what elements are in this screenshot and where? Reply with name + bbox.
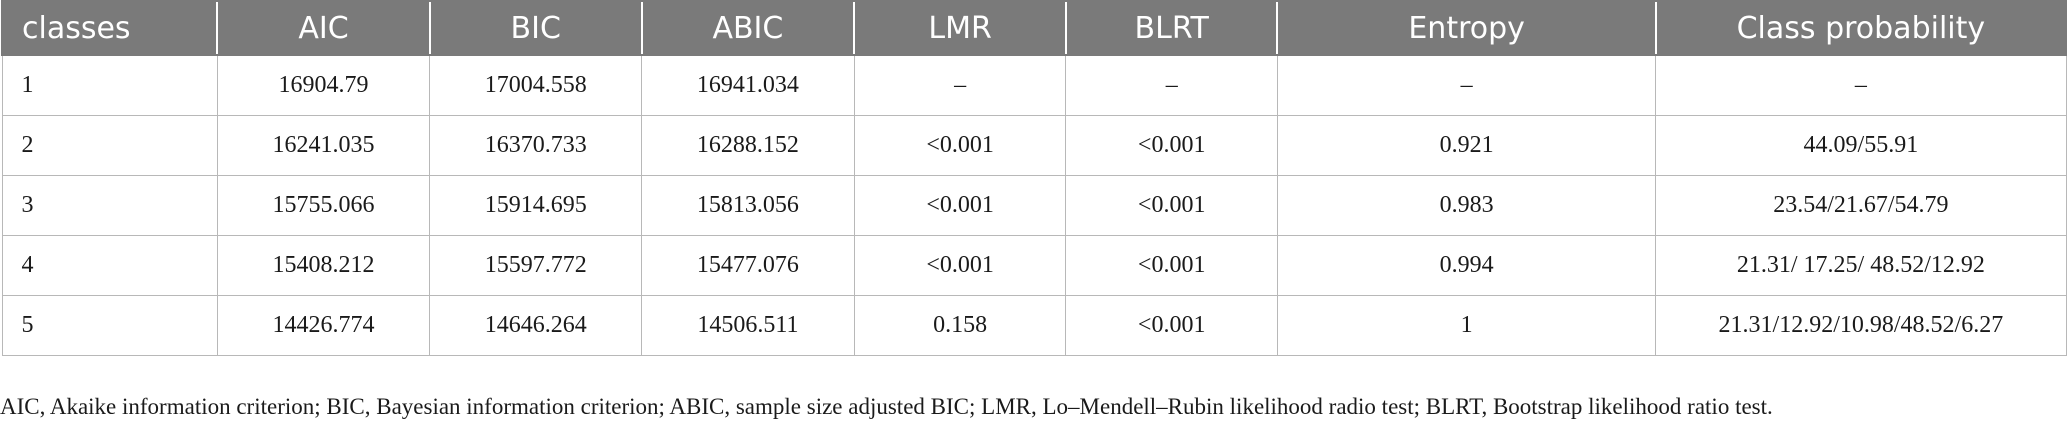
cell-abic: 16941.034 xyxy=(641,54,855,116)
table-row: 2 16241.035 16370.733 16288.152 <0.001 <… xyxy=(1,115,2067,176)
table-row: 3 15755.066 15914.695 15813.056 <0.001 <… xyxy=(1,175,2067,236)
cell-abic: 14506.511 xyxy=(641,295,855,356)
cell-aic: 15755.066 xyxy=(216,175,431,236)
cell-bic: 14646.264 xyxy=(429,295,643,356)
cell-aic: 15408.212 xyxy=(216,235,431,296)
header-lmr: LMR xyxy=(853,0,1066,56)
cell-blrt: <0.001 xyxy=(1065,115,1278,176)
cell-classes: 2 xyxy=(1,115,218,176)
cell-entropy: 0.994 xyxy=(1276,235,1657,296)
cell-blrt: <0.001 xyxy=(1065,235,1278,296)
header-entropy: Entropy xyxy=(1276,0,1656,56)
cell-abic: 15477.076 xyxy=(641,235,855,296)
cell-bic: 15597.772 xyxy=(429,235,643,296)
cell-classes: 3 xyxy=(1,175,218,236)
cell-blrt: – xyxy=(1065,54,1278,116)
cell-blrt: <0.001 xyxy=(1065,295,1278,356)
cell-classes: 4 xyxy=(1,235,218,296)
cell-lmr: <0.001 xyxy=(853,115,1067,176)
cell-aic: 14426.774 xyxy=(216,295,431,356)
cell-abic: 15813.056 xyxy=(641,175,855,236)
cell-lmr: <0.001 xyxy=(853,175,1067,236)
table-row: 4 15408.212 15597.772 15477.076 <0.001 <… xyxy=(1,235,2067,296)
cell-class-probability: 44.09/55.91 xyxy=(1655,115,2067,176)
cell-class-probability: 21.31/ 17.25/ 48.52/12.92 xyxy=(1655,235,2067,296)
cell-entropy: – xyxy=(1276,54,1657,116)
model-fit-table-container: classes AIC BIC ABIC LMR BLRT Entropy Cl… xyxy=(0,0,2068,356)
cell-bic: 17004.558 xyxy=(429,54,643,116)
header-aic: AIC xyxy=(216,0,430,56)
cell-bic: 16370.733 xyxy=(429,115,643,176)
model-fit-table: classes AIC BIC ABIC LMR BLRT Entropy Cl… xyxy=(0,0,2068,356)
cell-classes: 1 xyxy=(1,54,218,116)
cell-bic: 15914.695 xyxy=(429,175,643,236)
header-blrt: BLRT xyxy=(1064,0,1278,56)
cell-entropy: 0.983 xyxy=(1276,175,1657,236)
cell-lmr: – xyxy=(853,54,1067,116)
cell-lmr: <0.001 xyxy=(853,235,1067,296)
header-bic: BIC xyxy=(428,0,642,56)
header-abic: ABIC xyxy=(640,0,855,56)
cell-aic: 16904.79 xyxy=(216,54,431,116)
header-class-probability: Class probability xyxy=(1654,0,2068,56)
cell-aic: 16241.035 xyxy=(216,115,431,176)
cell-entropy: 1 xyxy=(1276,295,1657,356)
table-row: 1 16904.79 17004.558 16941.034 – – – – xyxy=(1,54,2067,116)
cell-classes: 5 xyxy=(1,295,218,356)
table-row: 5 14426.774 14646.264 14506.511 0.158 <0… xyxy=(1,295,2067,356)
cell-lmr: 0.158 xyxy=(853,295,1067,356)
cell-class-probability: 21.31/12.92/10.98/48.52/6.27 xyxy=(1655,295,2067,356)
table-footnote: AIC, Akaike information criterion; BIC, … xyxy=(0,394,1773,419)
header-classes: classes xyxy=(0,0,218,56)
cell-abic: 16288.152 xyxy=(641,115,855,176)
cell-blrt: <0.001 xyxy=(1065,175,1278,236)
header-row: classes AIC BIC ABIC LMR BLRT Entropy Cl… xyxy=(0,0,2068,56)
cell-class-probability: – xyxy=(1655,54,2067,116)
cell-entropy: 0.921 xyxy=(1276,115,1657,176)
cell-class-probability: 23.54/21.67/54.79 xyxy=(1655,175,2067,236)
